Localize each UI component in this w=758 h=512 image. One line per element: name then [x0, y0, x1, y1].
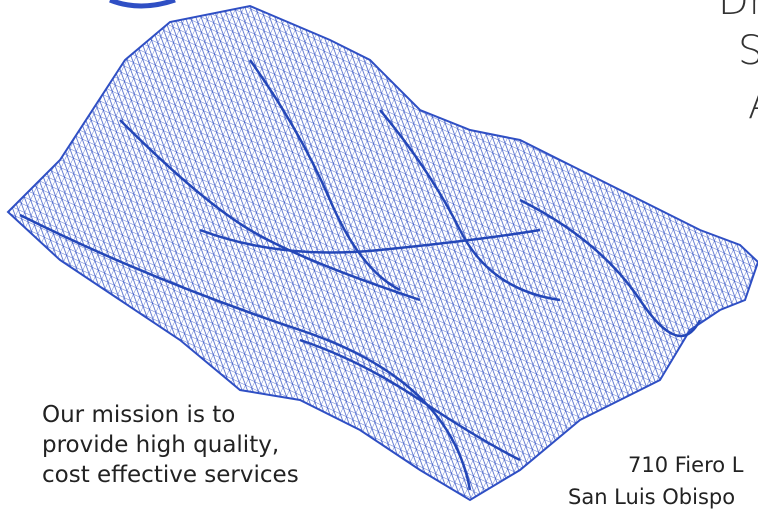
- page: Dr S A Our mission is to provide high qu…: [0, 0, 758, 506]
- title-line: A: [748, 82, 758, 128]
- mission-line: cost effective services: [42, 460, 299, 490]
- title-line: Dr: [718, 0, 758, 24]
- address-line: San Luis Obispo: [568, 482, 735, 512]
- address-line: 710 Fiero L: [628, 450, 743, 480]
- mission-line: provide high quality,: [42, 430, 299, 460]
- mission-text: Our mission is to provide high quality, …: [42, 400, 299, 490]
- logo-arc: [110, 0, 175, 6]
- mission-line: Our mission is to: [42, 400, 299, 430]
- title-line: S: [738, 28, 758, 74]
